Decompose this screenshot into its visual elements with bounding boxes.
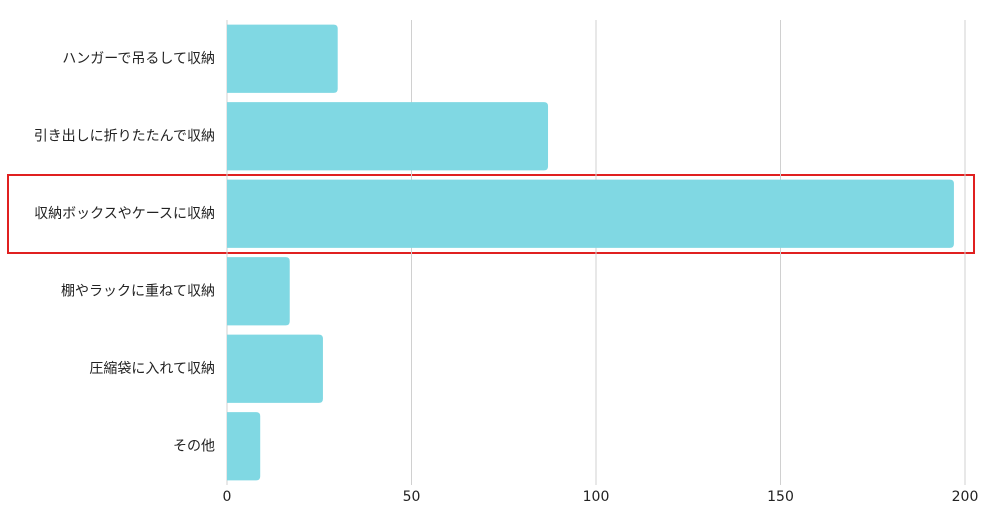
- x-tick-label: 200: [952, 489, 979, 505]
- bar: [227, 24, 338, 93]
- highlight-box: [7, 174, 975, 254]
- y-tick-label: 収納ボックスやケースに収納: [34, 206, 215, 222]
- x-tick-label: 100: [583, 489, 610, 505]
- bar: [227, 334, 323, 403]
- x-tick-label: 50: [403, 489, 421, 505]
- y-tick-label: ハンガーで吊るして収納: [62, 51, 215, 67]
- bar: [227, 179, 954, 248]
- y-tick-label: 引き出しに折りたたんで収納: [34, 128, 215, 144]
- y-tick-label: 棚やラックに重ねて収納: [61, 283, 215, 299]
- bar: [227, 257, 290, 326]
- bar: [227, 412, 261, 481]
- y-tick-label: 圧縮袋に入れて収納: [89, 361, 215, 377]
- y-tick-label: その他: [173, 438, 215, 454]
- bar: [227, 102, 549, 171]
- x-tick-label: 0: [223, 489, 232, 505]
- x-tick-label: 150: [767, 489, 794, 505]
